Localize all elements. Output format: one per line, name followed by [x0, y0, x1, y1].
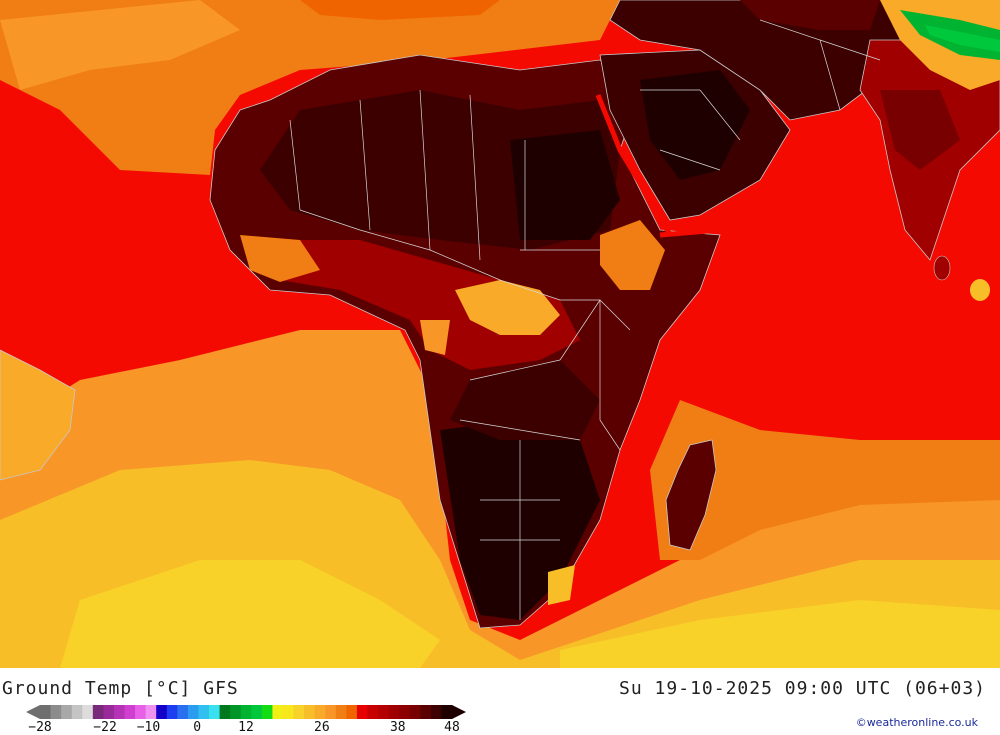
- ground-temperature-map: [0, 0, 1000, 668]
- legend-swatch: [156, 705, 168, 719]
- gulf-of-aden: [659, 227, 721, 238]
- legend-swatch: [293, 705, 305, 719]
- legend-tick-label: 38: [389, 720, 406, 735]
- legend-swatch: [82, 705, 94, 719]
- legend-tick-label: −22: [93, 720, 117, 735]
- legend-swatch: [50, 705, 62, 719]
- legend-swatch: [124, 705, 136, 719]
- legend-swatch: [430, 705, 442, 719]
- red-sea: [595, 94, 673, 237]
- south-atlantic-cold: [60, 560, 440, 668]
- europe-strip: [200, 0, 620, 40]
- legend-swatch: [367, 705, 379, 719]
- legend-swatch: [314, 705, 326, 719]
- legend-swatch: [325, 705, 337, 719]
- central-africa-highlands: [455, 280, 560, 335]
- credit-link[interactable]: ©weatheronline.co.uk: [855, 716, 978, 729]
- legend-swatch: [304, 705, 316, 719]
- south-america-land: [0, 349, 76, 481]
- legend-swatch: [71, 705, 83, 719]
- legend-tick-label: −28: [28, 720, 52, 735]
- legend-swatch: [187, 705, 199, 719]
- legend-swatch: [272, 705, 284, 719]
- legend-swatch: [198, 705, 210, 719]
- legend-swatch: [113, 705, 126, 719]
- legend-swatch: [335, 705, 347, 719]
- country-borders: [289, 19, 881, 620]
- legend-swatch: [40, 705, 52, 719]
- legend-tick-label: 12: [238, 720, 254, 735]
- map-title: Ground Temp [°C] GFS: [2, 678, 239, 699]
- legend-swatch: [356, 705, 368, 719]
- legend-swatch: [261, 705, 273, 719]
- footer: [0, 668, 1000, 733]
- color-legend: [26, 705, 466, 719]
- legend-swatch: [61, 705, 73, 719]
- legend-swatch: [145, 705, 157, 719]
- legend-swatch: [135, 705, 147, 719]
- legend-swatch: [282, 705, 295, 719]
- legend-swatch: [346, 705, 358, 719]
- legend-swatch: [209, 705, 221, 719]
- legend-swatch: [399, 705, 411, 719]
- indian-ocean-south: [650, 400, 1000, 560]
- legend-arrow-low: [26, 705, 40, 719]
- legend-swatch: [103, 705, 115, 719]
- legend-swatch: [388, 705, 400, 719]
- legend-tick-label: 26: [314, 720, 330, 735]
- legend-swatch: [219, 705, 231, 719]
- north-atlantic-orange: [0, 0, 240, 90]
- legend-swatch: [409, 705, 421, 719]
- legend-tick-label: 48: [444, 720, 460, 735]
- sri-lanka-land: [933, 255, 951, 281]
- legend-swatch: [441, 705, 453, 719]
- legend-swatch: [251, 705, 263, 719]
- legend-swatch: [177, 705, 189, 719]
- legend-swatch: [230, 705, 242, 719]
- legend-arrow-high: [452, 705, 466, 719]
- legend-swatch: [240, 705, 252, 719]
- map-datetime: Su 19-10-2025 09:00 UTC (06+03): [619, 678, 986, 699]
- madagascar-land: [665, 439, 717, 551]
- legend-tick-label: 0: [193, 720, 202, 735]
- legend-tick-label: −10: [136, 720, 161, 735]
- legend-swatch: [92, 705, 104, 719]
- legend-swatch: [420, 705, 432, 719]
- legend-swatch: [166, 705, 178, 719]
- legend-swatch: [378, 705, 390, 719]
